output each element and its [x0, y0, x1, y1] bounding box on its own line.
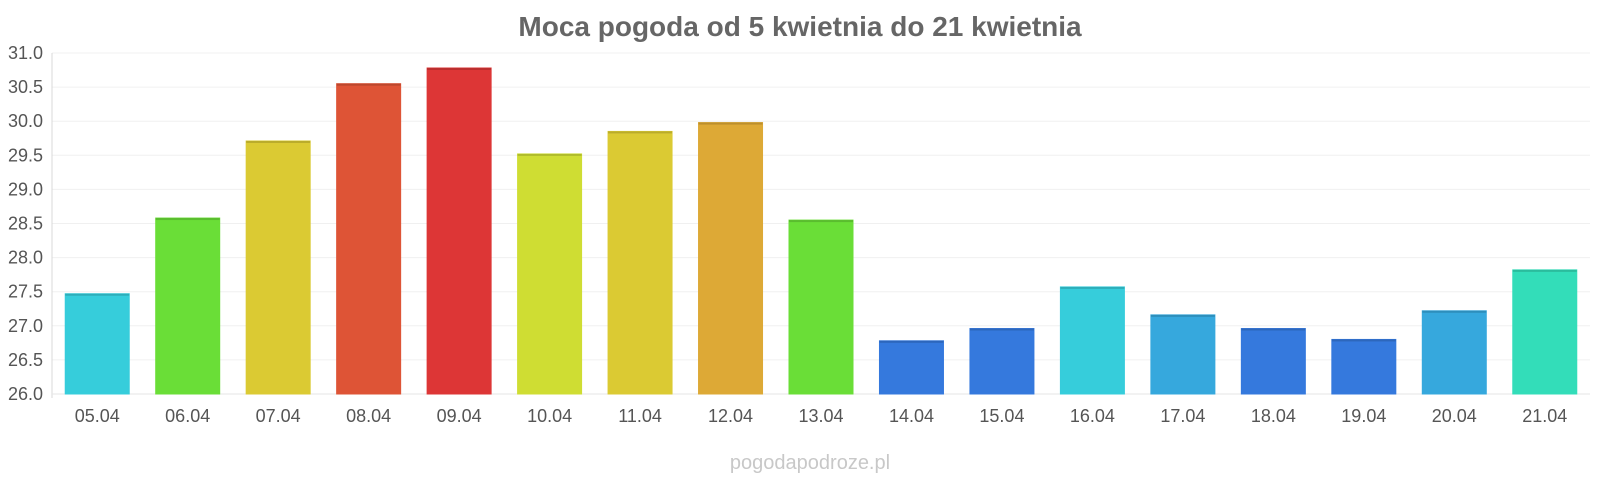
y-tick-label: 27.5	[8, 282, 43, 302]
x-tick-label: 05.04	[75, 406, 120, 426]
x-tick-label: 15.04	[979, 406, 1024, 426]
x-tick-label: 14.04	[889, 406, 934, 426]
bar-top-edge	[1422, 310, 1487, 313]
x-tick-label: 19.04	[1341, 406, 1386, 426]
y-tick-label: 26.0	[8, 384, 43, 404]
bar-top-edge	[1060, 286, 1125, 289]
bar-top-edge	[879, 340, 944, 343]
bar-top-edge	[1241, 328, 1306, 331]
x-tick-label: 12.04	[708, 406, 753, 426]
bar-top-edge	[698, 122, 763, 125]
x-tick-label: 21.04	[1522, 406, 1567, 426]
bar-18.04[interactable]	[1240, 328, 1306, 395]
x-tick-label: 11.04	[618, 406, 662, 426]
bar-top-edge	[246, 140, 311, 143]
y-tick-label: 31.0	[8, 43, 43, 63]
bar-top-edge	[789, 220, 853, 223]
bar-20.04[interactable]	[1421, 310, 1487, 395]
bar-05.04[interactable]	[64, 293, 130, 395]
bar-top-edge	[608, 131, 673, 134]
x-tick-label: 07.04	[256, 406, 301, 426]
chart-title: Moca pogoda od 5 kwietnia do 21 kwietnia	[518, 11, 1082, 42]
x-tick-label: 18.04	[1251, 406, 1296, 426]
watermark: pogodapodroze.pl	[730, 452, 890, 474]
y-tick-label: 28.5	[8, 214, 43, 234]
y-tick-label: 29.5	[8, 145, 43, 165]
bar-top-edge	[1331, 339, 1396, 342]
x-tick-label: 06.04	[165, 406, 210, 426]
bar-top-edge	[1512, 269, 1577, 272]
bar-19.04[interactable]	[1331, 338, 1397, 395]
y-tick-label: 26.5	[8, 350, 43, 370]
y-tick-label: 27.0	[8, 316, 43, 336]
bars	[64, 67, 1578, 395]
bar-top-edge	[517, 153, 582, 156]
y-tick-label: 29.0	[8, 179, 43, 199]
x-tick-label: 10.04	[527, 406, 572, 426]
bar-17.04[interactable]	[1150, 314, 1216, 395]
x-tick-label: 13.04	[798, 406, 843, 426]
bar-09.04[interactable]	[426, 67, 492, 395]
bar-top-edge	[65, 293, 130, 296]
bar-top-edge	[155, 218, 220, 221]
bar-13.04[interactable]	[788, 219, 854, 395]
bar-07.04[interactable]	[245, 140, 311, 395]
bar-21.04[interactable]	[1512, 269, 1578, 395]
bar-16.04[interactable]	[1059, 286, 1125, 395]
bar-15.04[interactable]	[969, 328, 1035, 395]
y-tick-label: 30.0	[8, 111, 43, 131]
bar-10.04[interactable]	[517, 153, 583, 395]
x-tick-labels: 05.04 06.04 07.04 08.04 09.04 10.04 11.04 12.04…	[75, 406, 1568, 426]
bar-06.04[interactable]	[155, 217, 221, 395]
y-tick-label: 28.0	[8, 248, 43, 268]
bar-12.04[interactable]	[698, 122, 764, 395]
bar-top-edge	[427, 68, 492, 71]
bar-top-edge	[336, 83, 401, 86]
x-tick-label: 17.04	[1160, 406, 1205, 426]
x-tick-label: 16.04	[1070, 406, 1115, 426]
bar-11.04[interactable]	[607, 130, 673, 395]
x-tick-label: 08.04	[346, 406, 391, 426]
bar-08.04[interactable]	[336, 83, 402, 395]
bar-14.04[interactable]	[878, 340, 944, 395]
bar-top-edge	[1150, 314, 1215, 317]
y-tick-label: 30.5	[8, 77, 43, 97]
bar-top-edge	[969, 328, 1034, 331]
y-tick-labels: 26.0 26.5 27.0 27.5 28.0 28.5 29.0 29.5 30.0 30.5…	[8, 43, 43, 404]
x-tick-label: 20.04	[1432, 406, 1477, 426]
x-tick-label: 09.04	[437, 406, 482, 426]
